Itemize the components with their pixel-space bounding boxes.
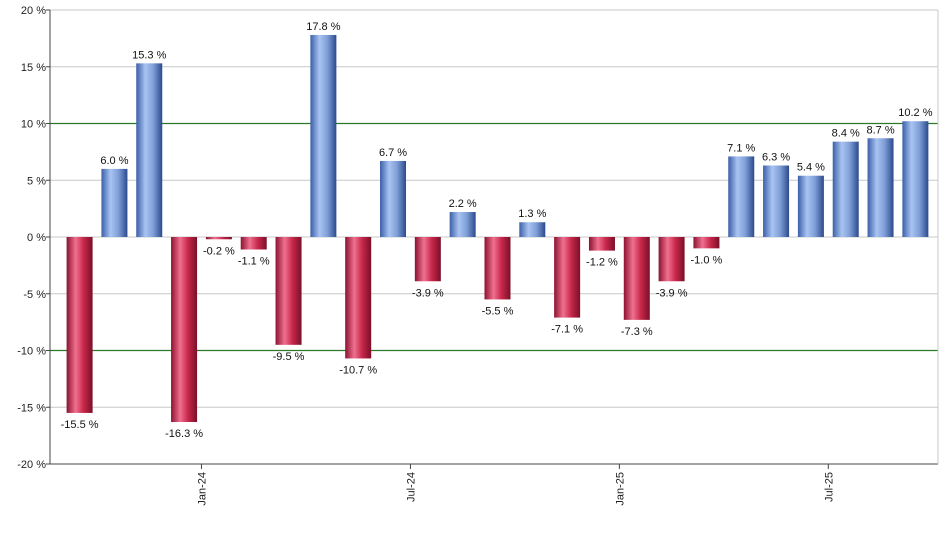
- data-label: -7.3 %: [621, 326, 653, 338]
- data-label: 10.2 %: [898, 107, 932, 119]
- bar: [380, 160, 407, 237]
- y-tick-label: 20 %: [21, 5, 46, 17]
- x-tick-label: Jan-25: [614, 472, 626, 506]
- y-tick-label: -15 %: [17, 402, 46, 414]
- x-tick-label: Jul-24: [405, 472, 417, 502]
- data-label: -1.0 %: [691, 254, 723, 266]
- data-label: 15.3 %: [132, 49, 166, 61]
- bar: [832, 141, 859, 237]
- data-label: 8.7 %: [866, 124, 894, 136]
- y-tick-label: 10 %: [21, 119, 46, 131]
- bar: [588, 237, 615, 251]
- bar: [519, 222, 546, 237]
- y-tick-label: -10 %: [17, 346, 46, 358]
- bar: [171, 237, 198, 423]
- bar: [136, 63, 163, 237]
- x-tick-label: Jan-24: [196, 472, 208, 506]
- bar: [101, 168, 128, 237]
- reference-lines: [50, 122, 938, 352]
- data-label: -5.5 %: [482, 305, 514, 317]
- data-label: 5.4 %: [797, 162, 825, 174]
- bar: [623, 237, 650, 320]
- bar: [414, 237, 441, 282]
- data-label: 8.4 %: [832, 128, 860, 140]
- data-label: -7.1 %: [551, 324, 583, 336]
- bar: [658, 237, 685, 282]
- x-axis-tick-labels: Jan-24 Jul-24 Jan-25 Jul-25: [196, 472, 835, 506]
- bar: [449, 212, 476, 237]
- y-tick-label: 15 %: [21, 62, 46, 74]
- data-label: -3.9 %: [412, 287, 444, 299]
- y-tick-label: -20 %: [17, 459, 46, 471]
- bar: [693, 237, 720, 249]
- bar: [797, 175, 824, 237]
- bar: [310, 34, 337, 237]
- bar: [345, 237, 372, 359]
- data-label: -15.5 %: [61, 419, 99, 431]
- axes: [46, 9, 939, 469]
- bar: [484, 237, 511, 300]
- data-label: -1.2 %: [586, 257, 618, 269]
- data-label: 1.3 %: [518, 208, 546, 220]
- data-labels: -15.5 % 6.0 % 15.3 % -16.3 % -0.2 %-1.1 % -9.…: [61, 21, 933, 440]
- bar: [554, 237, 581, 318]
- data-label: -0.2 %: [203, 245, 235, 257]
- data-label: 7.1 %: [727, 142, 755, 154]
- data-label: 6.7 %: [379, 147, 407, 159]
- data-label: 6.3 %: [762, 151, 790, 163]
- bar: [275, 237, 302, 345]
- y-tick-label: 5 %: [27, 175, 46, 187]
- bar: [763, 165, 790, 237]
- bars: [66, 34, 929, 423]
- data-label: 6.0 %: [100, 155, 128, 167]
- data-label: 17.8 %: [306, 21, 340, 33]
- bar: [902, 121, 929, 237]
- bar: [240, 237, 267, 250]
- data-label: -10.7 %: [339, 364, 377, 376]
- data-label: -16.3 %: [165, 428, 203, 440]
- data-label: 2.2 %: [449, 198, 477, 210]
- data-label: -9.5 %: [273, 351, 305, 363]
- bar: [66, 237, 93, 413]
- x-tick-label: Jul-25: [823, 472, 835, 502]
- y-axis-tick-labels: 20 % 15 % 10 % 5 % 0 % -5 % -10 % -15 % -20 %: [17, 5, 46, 471]
- y-tick-label: 0 %: [27, 232, 46, 244]
- bar: [728, 156, 755, 237]
- bar: [867, 138, 894, 237]
- data-label: -1.1 %: [238, 255, 270, 267]
- bar: [205, 237, 232, 240]
- data-label: -3.9 %: [656, 287, 688, 299]
- y-tick-label: -5 %: [23, 289, 46, 301]
